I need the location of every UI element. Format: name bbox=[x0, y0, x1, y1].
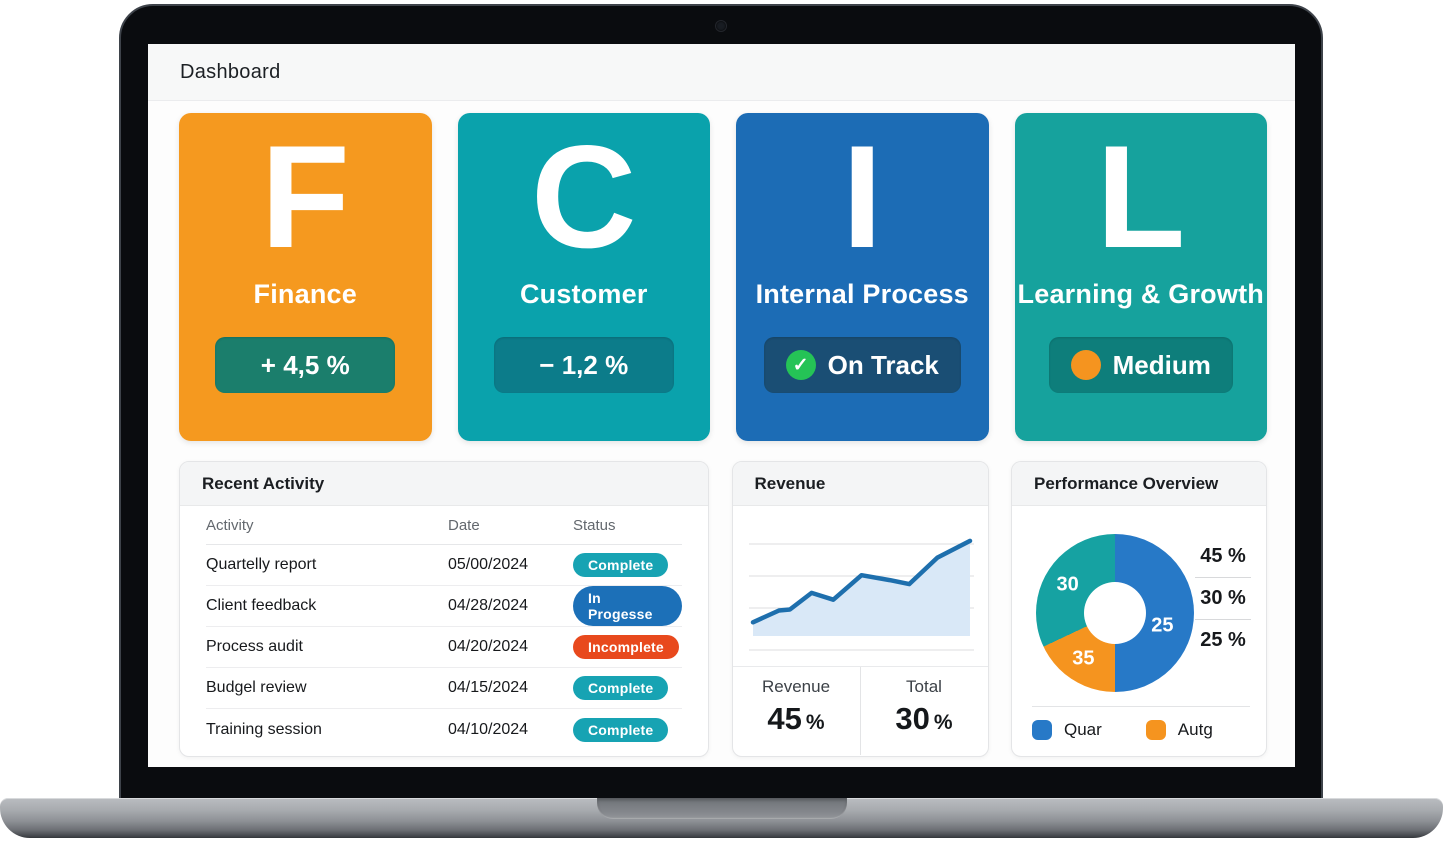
kpi-badge-text: Medium bbox=[1112, 349, 1211, 380]
dashboard-screen: Dashboard F Finance + 4,5 % C Customer − 1,2 … bbox=[148, 44, 1295, 767]
performance-body: 25 35 30 45 % 30 % 25 % bbox=[1012, 506, 1266, 692]
legend-item[interactable]: Autg bbox=[1145, 720, 1213, 740]
kpi-letter: F bbox=[260, 115, 350, 278]
recent-activity-card: Recent Activity Activity Date Status Qua… bbox=[179, 461, 709, 757]
kpi-badge: Medium bbox=[1048, 337, 1233, 393]
status-badge: Complete bbox=[573, 717, 669, 742]
main-content: F Finance + 4,5 % C Customer − 1,2 % I Internal… bbox=[148, 101, 1295, 757]
date-cell: 04/28/2024 bbox=[448, 597, 529, 614]
donut-percent-label: 30 % bbox=[1200, 587, 1246, 609]
activity-cell: Process audit bbox=[206, 638, 303, 655]
app-header: Dashboard bbox=[148, 44, 1295, 101]
kpi-badge: − 1,2 % bbox=[493, 337, 674, 393]
kpi-label: Customer bbox=[519, 279, 648, 309]
table-row[interactable]: Training session 04/10/2024 Complete bbox=[206, 709, 682, 750]
legend-item[interactable]: Quar bbox=[1032, 720, 1102, 740]
status-cell: Complete bbox=[573, 676, 682, 700]
column-header-date: Date bbox=[448, 516, 480, 534]
revenue-title: Revenue bbox=[732, 462, 988, 506]
date-cell: 05/00/2024 bbox=[448, 556, 529, 573]
legend-swatch-icon bbox=[1145, 720, 1166, 740]
status-badge: Incomplete bbox=[573, 635, 679, 659]
legend-label: Quar bbox=[1064, 720, 1102, 739]
kpi-badge: + 4,5 % bbox=[215, 337, 396, 393]
table-row[interactable]: Process audit 04/20/2024 Incomplete bbox=[206, 627, 682, 668]
revenue-stats: Revenue 45% Total 30% bbox=[732, 666, 988, 755]
laptop-lid-notch bbox=[596, 798, 847, 819]
total-stat-label: Total bbox=[906, 677, 942, 696]
revenue-line-chart bbox=[748, 538, 974, 651]
kpi-label: Finance bbox=[253, 279, 357, 309]
total-stat-value: 30% bbox=[895, 701, 953, 736]
table-row[interactable]: Budgel review 04/15/2024 Complete bbox=[206, 668, 682, 709]
activity-cell: Client feedback bbox=[206, 597, 317, 614]
kpi-letter: I bbox=[841, 115, 883, 278]
date-cell: 04/20/2024 bbox=[448, 638, 529, 655]
recent-activity-title: Recent Activity bbox=[180, 462, 708, 506]
kpi-row: F Finance + 4,5 % C Customer − 1,2 % I Internal… bbox=[179, 113, 1267, 441]
table-row[interactable]: Quartelly report 05/00/2024 Complete bbox=[206, 545, 682, 586]
column-header-activity: Activity bbox=[206, 516, 254, 534]
kpi-badge: ✓ On Track bbox=[763, 337, 961, 393]
kpi-badge-text: − 1,2 % bbox=[539, 349, 629, 380]
check-circle-icon: ✓ bbox=[785, 350, 816, 380]
donut-segment-label: 35 bbox=[1072, 647, 1095, 670]
revenue-stat: Revenue 45% bbox=[733, 667, 861, 755]
kpi-badge-text: On Track bbox=[827, 349, 939, 380]
divider bbox=[1195, 577, 1251, 578]
status-cell: Complete bbox=[573, 553, 682, 577]
activity-cell: Training session bbox=[206, 720, 322, 738]
donut-chart: 25 35 30 bbox=[1036, 534, 1194, 692]
activity-table-body: Quartelly report 05/00/2024 Complete Client… bbox=[206, 545, 682, 750]
kpi-card-customer[interactable]: C Customer − 1,2 % bbox=[457, 113, 710, 441]
column-header-status: Status bbox=[573, 516, 616, 534]
date-cell: 04/15/2024 bbox=[448, 679, 529, 696]
kpi-letter: C bbox=[531, 115, 637, 278]
donut-side-labels: 45 % 30 % 25 % bbox=[1194, 536, 1252, 661]
activity-table: Activity Date Status Quartelly report 05/… bbox=[180, 506, 708, 750]
laptop-base bbox=[0, 798, 1443, 838]
bottom-row: Recent Activity Activity Date Status Qua… bbox=[179, 461, 1267, 757]
dot-icon bbox=[1070, 350, 1101, 380]
laptop-lid: Dashboard F Finance + 4,5 % C Customer − 1,2 … bbox=[119, 4, 1323, 804]
activity-table-header: Activity Date Status bbox=[206, 506, 682, 545]
status-badge: Complete bbox=[573, 676, 669, 700]
total-stat: Total 30% bbox=[861, 667, 988, 755]
donut-segment-label: 25 bbox=[1151, 614, 1174, 637]
page-title: Dashboard bbox=[180, 60, 281, 83]
status-badge: In Progesse bbox=[573, 586, 682, 626]
legend-label: Autg bbox=[1177, 720, 1213, 739]
activity-cell: Budgel review bbox=[206, 679, 307, 696]
donut-legend: Quar Autg bbox=[1032, 706, 1250, 740]
status-badge: Complete bbox=[573, 553, 669, 577]
donut-hole bbox=[1084, 582, 1146, 644]
donut-percent-label: 25 % bbox=[1200, 629, 1246, 651]
revenue-stat-value: 45% bbox=[767, 701, 825, 736]
table-row[interactable]: Client feedback 04/28/2024 In Progesse bbox=[206, 586, 682, 627]
revenue-card: Revenue Revenue 45% Total 30% bbox=[731, 461, 989, 757]
date-cell: 04/10/2024 bbox=[448, 720, 529, 738]
donut-segment-label: 30 bbox=[1056, 573, 1079, 596]
activity-cell: Quartelly report bbox=[206, 556, 317, 573]
status-cell: Incomplete bbox=[573, 635, 682, 659]
kpi-badge-text: + 4,5 % bbox=[260, 349, 350, 380]
performance-card: Performance Overview 25 35 30 45 % 30 % 25 %… bbox=[1011, 461, 1267, 757]
status-cell: Complete bbox=[573, 717, 682, 742]
kpi-card-learning-growth[interactable]: L Learning & Growth Medium bbox=[1014, 113, 1267, 441]
kpi-card-internal-process[interactable]: I Internal Process ✓ On Track bbox=[736, 113, 989, 441]
kpi-card-finance[interactable]: F Finance + 4,5 % bbox=[179, 113, 432, 441]
legend-swatch-icon bbox=[1032, 720, 1052, 740]
donut-percent-label: 45 % bbox=[1200, 545, 1246, 567]
divider bbox=[1195, 619, 1251, 620]
kpi-letter: L bbox=[1096, 115, 1186, 278]
webcam-icon bbox=[716, 21, 726, 31]
kpi-label: Learning & Growth bbox=[1017, 279, 1264, 309]
revenue-stat-label: Revenue bbox=[761, 677, 831, 696]
kpi-label: Internal Process bbox=[755, 279, 969, 309]
status-cell: In Progesse bbox=[573, 586, 682, 626]
performance-title: Performance Overview bbox=[1012, 462, 1266, 506]
